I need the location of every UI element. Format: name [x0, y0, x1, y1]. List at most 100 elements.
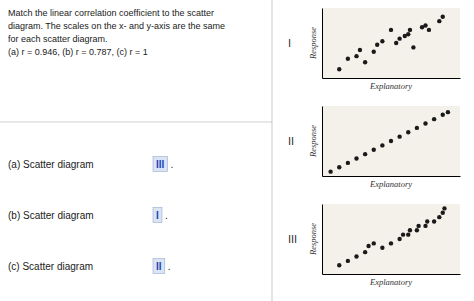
point	[372, 241, 376, 245]
point	[411, 45, 415, 49]
answer-label: (b) Scatter diagram	[8, 210, 94, 221]
point	[389, 241, 393, 245]
point	[372, 50, 376, 54]
x-axis	[323, 78, 461, 79]
points	[337, 15, 445, 72]
point	[389, 28, 393, 32]
axis-line	[322, 107, 323, 177]
point	[397, 134, 401, 138]
point	[363, 250, 367, 254]
answer-row: (a) Scatter diagram III.	[8, 157, 173, 172]
axis-line	[322, 9, 323, 79]
point	[328, 169, 332, 173]
point	[401, 232, 405, 236]
chart-root: Match the linear correlation coefficient…	[0, 0, 474, 301]
answer-row: (c) Scatter diagram II.	[8, 259, 171, 274]
point	[425, 219, 429, 223]
answer-text: II	[156, 261, 162, 272]
points	[337, 206, 447, 267]
axis-line	[323, 78, 461, 79]
title-line: Match the linear correlation coefficient…	[8, 8, 214, 18]
answer-text: I	[156, 210, 159, 221]
point	[437, 19, 441, 23]
point	[432, 117, 436, 121]
divider	[272, 0, 273, 301]
point	[423, 121, 427, 125]
point	[441, 15, 445, 19]
point	[416, 224, 420, 228]
point	[389, 139, 393, 143]
panel-title: III	[288, 233, 297, 245]
point	[380, 246, 384, 250]
answer-label: (a) Scatter diagram	[8, 159, 94, 170]
y-axis-title: Response	[308, 27, 318, 60]
point	[346, 259, 350, 263]
plot-background	[322, 106, 460, 176]
x-axis-title: Explanatory	[369, 179, 412, 189]
point	[337, 263, 341, 267]
title-line: (a) r = 0.946, (b) r = 0.787, (c) r = 1	[8, 47, 148, 57]
point	[408, 228, 412, 232]
plot-background	[322, 8, 460, 78]
point	[441, 113, 445, 117]
point	[366, 244, 370, 248]
scatter-panel: Explanatory Response III	[288, 204, 461, 287]
title-line: diagram. The scales on the x- and y-axis…	[8, 21, 225, 31]
point	[397, 36, 401, 40]
point	[408, 28, 412, 32]
point	[363, 152, 367, 156]
point	[406, 130, 410, 134]
figure: Match the linear correlation coefficient…	[0, 0, 474, 301]
x-axis-title: Explanatory	[369, 277, 412, 287]
y-axis	[322, 107, 323, 177]
plot-background	[322, 204, 460, 274]
point	[423, 224, 427, 228]
point	[380, 39, 384, 43]
point	[427, 28, 431, 32]
y-axis-title: Response	[308, 125, 318, 158]
answer-text: III	[156, 159, 165, 170]
scatter-panel: ExplanatoryResponseI	[288, 8, 461, 91]
point	[432, 219, 436, 223]
point	[406, 232, 410, 236]
answer-box	[153, 259, 165, 274]
point	[337, 67, 341, 71]
point	[346, 57, 350, 61]
point	[441, 211, 445, 215]
title-line: for each scatter diagram.	[8, 34, 108, 44]
point	[406, 32, 410, 36]
point	[358, 48, 362, 52]
answer-box	[153, 208, 162, 223]
point	[415, 126, 419, 130]
answer-label: (c) Scatter diagram	[8, 261, 93, 272]
point	[363, 60, 367, 64]
point	[372, 148, 376, 152]
point	[437, 215, 441, 219]
point	[394, 41, 398, 45]
point	[397, 237, 401, 241]
answer-end: .	[171, 159, 174, 170]
point	[415, 228, 419, 232]
point	[354, 156, 358, 160]
title: Match the linear correlation coefficient…	[8, 8, 225, 57]
point	[442, 206, 446, 210]
x-axis	[323, 274, 461, 275]
points	[328, 110, 450, 174]
point	[423, 23, 427, 27]
y-axis-title: Response	[308, 223, 318, 256]
point	[337, 165, 341, 169]
y-axis	[322, 9, 323, 79]
answer-end: .	[165, 210, 168, 221]
answer-row: (b) Scatter diagram I.	[8, 208, 168, 223]
separator	[0, 122, 272, 123]
answer-end: .	[168, 261, 171, 272]
panel-title: II	[288, 135, 294, 147]
point	[380, 143, 384, 147]
point	[346, 161, 350, 165]
panel-title: I	[288, 37, 291, 49]
x-axis	[323, 176, 461, 177]
point	[354, 254, 358, 258]
scatter-panel: Explanatory Response II	[288, 106, 461, 189]
point	[354, 54, 358, 58]
answer-box	[153, 157, 168, 172]
